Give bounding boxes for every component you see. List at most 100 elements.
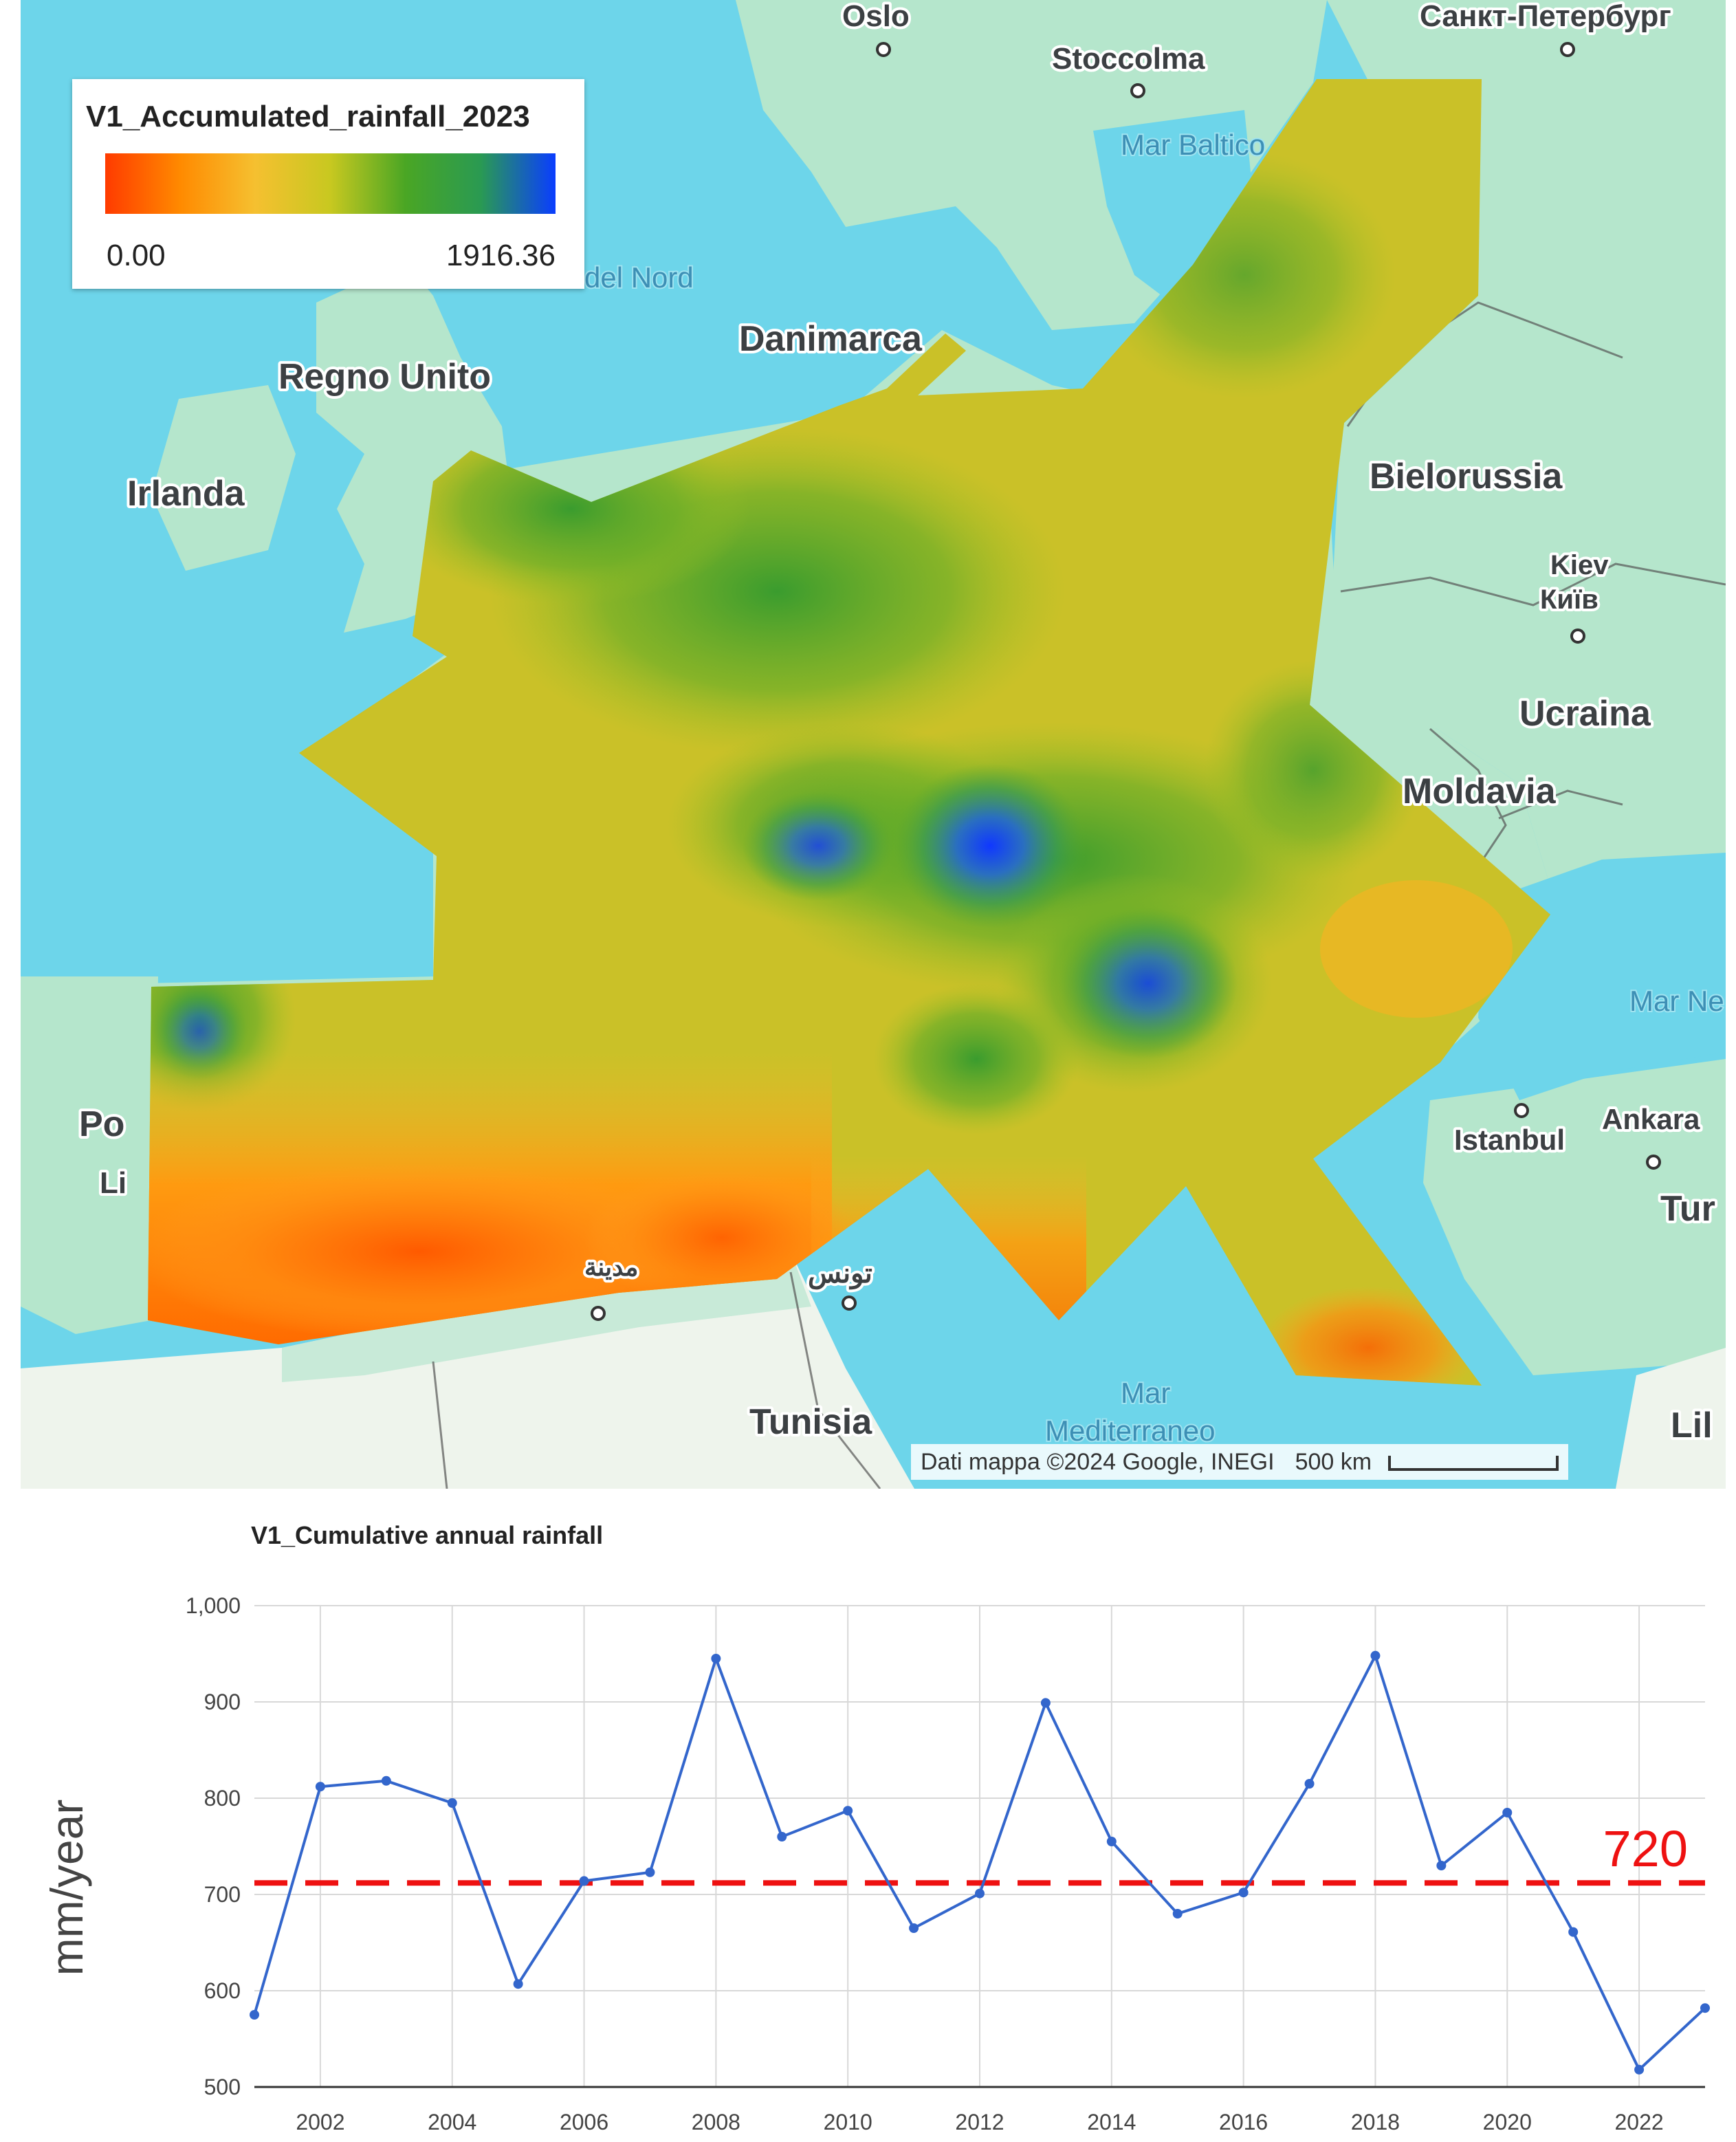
y-tick-label: 1,000 — [186, 1593, 241, 1618]
attribution-text[interactable]: Dati mappa ©2024 Google, INEGI — [921, 1448, 1275, 1475]
land-east-europe — [1327, 0, 1726, 976]
data-point — [513, 1979, 523, 1989]
land-anatolia — [1423, 1059, 1726, 1375]
label-mar-baltico: Mar Baltico — [1121, 129, 1265, 161]
label-tunisia: Tunisia — [749, 1402, 872, 1442]
data-point — [381, 1775, 391, 1786]
label-bielorussia: Bielorussia — [1370, 457, 1563, 496]
rainfall-line-chart: V1_Cumulative annual rainfall mm/year 50… — [41, 1521, 1710, 2134]
data-point — [777, 1832, 787, 1842]
label-portugal-partial: Po — [79, 1104, 124, 1144]
data-point — [1370, 1650, 1381, 1661]
label-kiev: Kiev — [1550, 550, 1609, 580]
rainfall-map[interactable]: Regno Unito Irlanda Danimarca Bielorussi… — [21, 0, 1726, 1489]
label-mediterraneo: Mediterraneo — [1045, 1414, 1215, 1447]
label-algeri: مدينة — [584, 1253, 638, 1281]
data-point — [975, 1888, 985, 1899]
series-points — [250, 1650, 1710, 2075]
city-dot-tunis — [842, 1296, 857, 1311]
land-iberia — [21, 976, 158, 1334]
data-point — [1238, 1888, 1249, 1898]
data-point — [909, 1923, 919, 1933]
data-point — [1700, 2003, 1710, 2013]
city-dot-oslo — [876, 42, 891, 57]
data-point — [1172, 1909, 1183, 1919]
label-oslo: Oslo — [842, 0, 910, 33]
label-kyiv: Київ — [1540, 584, 1598, 615]
label-ucraina: Ucraina — [1519, 694, 1651, 734]
label-turkey-partial: Tur — [1660, 1189, 1715, 1229]
data-point — [315, 1782, 325, 1792]
x-tick-label: 2004 — [428, 2110, 476, 2134]
label-mare-del-nord: del Nord — [584, 261, 694, 294]
label-stoccolma: Stoccolma — [1052, 42, 1205, 76]
reference-line-label: 720 — [1603, 1820, 1688, 1877]
label-libya-partial: Lil — [1671, 1406, 1713, 1445]
legend-title: V1_Accumulated_rainfall_2023 — [86, 100, 530, 133]
scale-label: 500 km — [1295, 1448, 1372, 1475]
label-tunis: تونس — [808, 1258, 872, 1290]
scale-indicator: 500 km — [1295, 1449, 1559, 1476]
city-dot-istanbul — [1514, 1103, 1529, 1118]
scale-bar — [1387, 1455, 1559, 1471]
chart-title: V1_Cumulative annual rainfall — [251, 1521, 603, 1549]
data-point — [579, 1876, 589, 1886]
y-axis-label: mm/year — [41, 1800, 92, 1976]
rainfall-raster — [148, 79, 1550, 1386]
data-point — [711, 1654, 721, 1663]
label-istanbul: Istanbul — [1454, 1124, 1565, 1156]
y-tick-label: 700 — [204, 1882, 241, 1907]
y-axis-ticks: 500 600 700 800 900 1,000 — [186, 1593, 241, 2099]
x-tick-label: 2016 — [1219, 2110, 1268, 2134]
map-labels: Regno Unito Irlanda Danimarca Bielorussi… — [76, 0, 1726, 1448]
x-tick-label: 2012 — [955, 2110, 1004, 2134]
data-point — [843, 1806, 853, 1816]
x-tick-label: 2008 — [692, 2110, 740, 2134]
chart-grid — [254, 1605, 1705, 2088]
city-dot-san-pietroburgo — [1560, 42, 1575, 57]
y-tick-label: 900 — [204, 1690, 241, 1714]
x-tick-label: 2018 — [1351, 2110, 1400, 2134]
data-point — [1106, 1837, 1117, 1846]
data-point — [1568, 1927, 1579, 1937]
label-regno-unito: Regno Unito — [278, 357, 491, 397]
city-dot-algeri — [591, 1306, 606, 1321]
y-tick-label: 600 — [204, 1978, 241, 2003]
x-axis-ticks: 2002 2004 2006 2008 2010 2012 2014 2016 2018 2020… — [296, 2110, 1663, 2134]
legend-color-ramp — [105, 153, 556, 214]
label-ankara: Ankara — [1602, 1103, 1700, 1135]
land-libya — [1616, 1348, 1726, 1489]
label-san-pietroburgo: Санкт-Петербург — [1420, 0, 1671, 33]
legend-min-value: 0.00 — [107, 239, 166, 272]
x-tick-label: 2014 — [1087, 2110, 1136, 2134]
data-point — [1040, 1698, 1051, 1708]
legend-max-value: 1916.36 — [446, 239, 556, 272]
city-dot-kiev — [1570, 629, 1585, 644]
label-danimarca: Danimarca — [739, 319, 923, 359]
label-irlanda: Irlanda — [127, 474, 245, 514]
map-legend: V1_Accumulated_rainfall_2023 0.00 1916.3… — [72, 79, 584, 289]
label-moldavia: Moldavia — [1403, 772, 1557, 811]
y-tick-label: 500 — [204, 2075, 241, 2099]
x-tick-label: 2020 — [1483, 2110, 1532, 2134]
x-tick-label: 2022 — [1614, 2110, 1663, 2134]
data-point — [1502, 1808, 1513, 1817]
data-point — [645, 1867, 655, 1877]
land-ireland — [151, 385, 296, 571]
data-point — [447, 1798, 457, 1808]
data-point — [1436, 1861, 1447, 1870]
data-point — [1304, 1779, 1315, 1789]
label-mar-nero-partial: Mar Ne — [1629, 985, 1724, 1017]
city-dot-stoccolma — [1130, 83, 1145, 98]
borders — [432, 301, 1726, 1489]
label-lisbona-partial: Li — [100, 1166, 127, 1200]
label-mar: Mar — [1121, 1377, 1170, 1409]
x-tick-label: 2002 — [296, 2110, 344, 2134]
map-attribution: Dati mappa ©2024 Google, INEGI 500 km — [911, 1444, 1568, 1480]
x-tick-label: 2006 — [560, 2110, 608, 2134]
data-point — [250, 2010, 259, 2020]
city-dot-ankara — [1646, 1155, 1661, 1170]
data-point — [1634, 2064, 1645, 2075]
y-tick-label: 800 — [204, 1786, 241, 1811]
x-tick-label: 2010 — [824, 2110, 872, 2134]
